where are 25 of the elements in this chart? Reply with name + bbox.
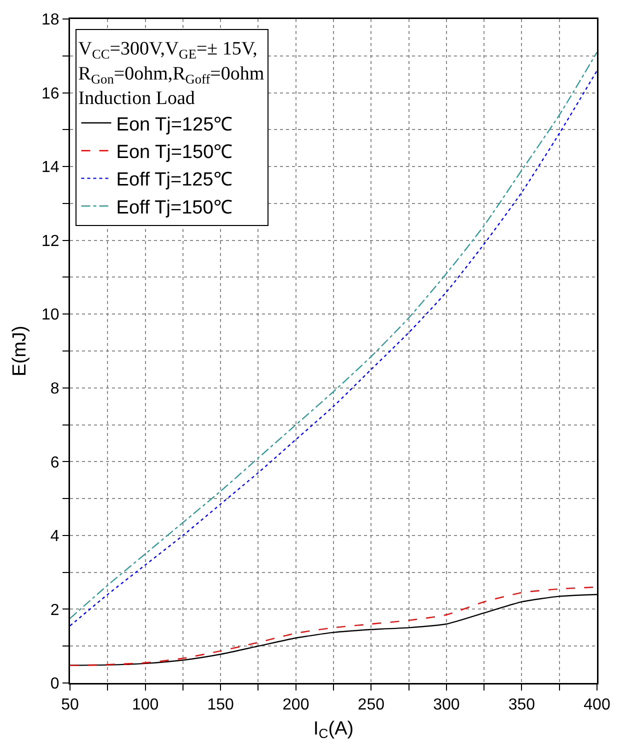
y-tick-label: 4	[50, 528, 60, 546]
legend-label: Eoff Tj=150℃	[116, 197, 232, 218]
y-tick-label: 10	[42, 306, 60, 324]
y-tick-label: 12	[42, 232, 60, 250]
x-tick-label: 100	[132, 696, 159, 714]
legend-label: Eoff Tj=125℃	[116, 170, 232, 191]
x-tick-label: 150	[207, 696, 234, 714]
y-tick-label: 14	[42, 159, 60, 176]
y-tick-label: 8	[50, 380, 60, 398]
y-axis-title: E(mJ)	[10, 326, 31, 376]
x-tick-label: 350	[508, 696, 536, 714]
x-tick-label: 250	[358, 696, 385, 714]
y-tick-label: 18	[42, 12, 60, 29]
x-axis-title: I$_{C}$(A)	[313, 718, 354, 742]
x-tick-label: 50	[61, 696, 79, 714]
y-tick-label: 6	[50, 454, 60, 472]
x-tick-label: 200	[282, 696, 310, 714]
y-tick-label: 16	[42, 85, 60, 102]
text: V$_{CC}$=300V,V$_{GE}$=± 15V, R$_{Gon}$=0ohm,R$_{Goff}$=0ohm Induction Load	[78, 38, 264, 110]
x-tick-label: 300	[433, 696, 460, 714]
y-tick-label: 2	[50, 602, 60, 619]
legend-label: Eon Tj=150℃	[116, 142, 233, 164]
y-tick-label: 0	[50, 676, 60, 693]
legend-label: Eon Tj=125℃	[116, 114, 233, 136]
x-tick-label: 400	[584, 696, 610, 714]
